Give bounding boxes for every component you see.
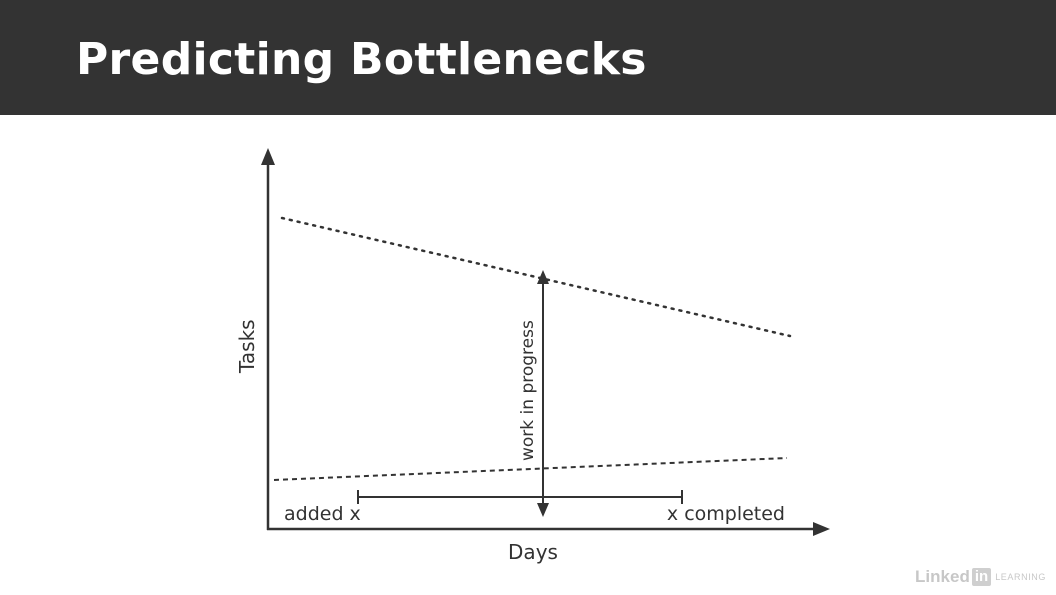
watermark-brand: Linked xyxy=(915,567,970,586)
x-axis-label: Days xyxy=(508,540,558,564)
wip-label: work in progress xyxy=(518,320,538,461)
wip-arrowhead-up xyxy=(537,270,549,284)
x-axis-arrowhead xyxy=(813,522,830,536)
completed-trend-line xyxy=(273,457,788,481)
completed-label: x completed xyxy=(667,503,785,525)
slide-title: Predicting Bottlenecks xyxy=(76,34,647,85)
added-trend-line xyxy=(280,216,792,338)
added-label: added x xyxy=(284,503,361,525)
linkedin-learning-watermark: Linked in LEARNING xyxy=(915,567,1046,587)
watermark-in-logo: in xyxy=(971,568,992,586)
y-axis-arrowhead xyxy=(261,148,275,165)
title-bar: Predicting Bottlenecks xyxy=(0,0,1056,115)
y-axis-label: Tasks xyxy=(235,319,259,374)
wip-arrowhead-down xyxy=(537,503,549,517)
watermark-product: LEARNING xyxy=(995,572,1046,582)
